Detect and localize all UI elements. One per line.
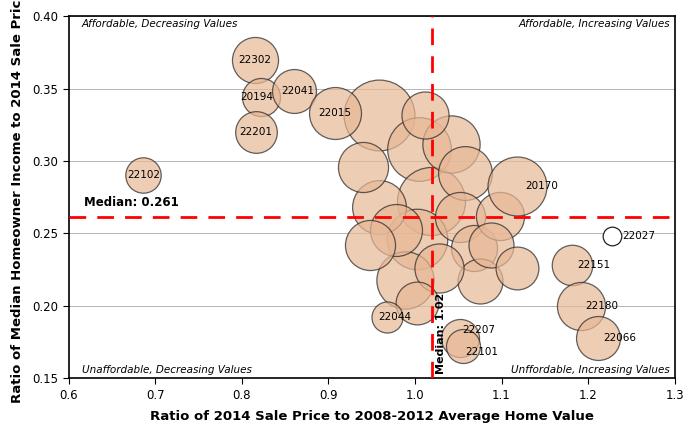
Text: 22102: 22102 [126,171,160,181]
Point [250,128,261,135]
Text: 22066: 22066 [603,332,636,342]
Point [411,236,423,243]
Text: 20170: 20170 [525,181,559,191]
Point [255,94,266,101]
Point [414,146,425,153]
Point [567,262,578,269]
Point [364,241,375,248]
Point [445,140,457,147]
Point [607,233,618,240]
Point [399,276,410,283]
X-axis label: Ratio of 2014 Sale Price to 2008-2012 Average Home Value: Ratio of 2014 Sale Price to 2008-2012 Av… [150,410,594,423]
Point [457,343,468,350]
Text: 22302: 22302 [238,55,272,65]
Point [593,334,604,341]
Point [512,182,523,189]
Text: 22041: 22041 [281,86,315,96]
Y-axis label: Ratio of Median Homeowner Income to 2014 Sale Price: Ratio of Median Homeowner Income to 2014… [11,0,24,403]
Point [468,244,480,251]
Text: 20194: 20194 [240,92,273,102]
Text: 22027: 22027 [623,231,655,241]
Text: 22201: 22201 [239,127,272,137]
Text: Unaffordable, Decreasing Values: Unaffordable, Decreasing Values [82,365,252,375]
Point [411,299,423,306]
Point [455,334,466,341]
Point [494,213,505,220]
Point [434,265,445,272]
Text: 22151: 22151 [577,260,610,270]
Text: Affordable, Increasing Values: Affordable, Increasing Values [518,19,670,29]
Point [512,265,523,272]
Text: 22207: 22207 [463,326,496,335]
Text: Affordable, Decreasing Values: Affordable, Decreasing Values [82,19,238,29]
Text: 22015: 22015 [318,108,351,118]
Point [250,56,261,63]
Point [575,302,587,309]
Point [420,111,431,118]
Text: 22044: 22044 [379,312,411,322]
Point [459,169,471,176]
Point [391,227,402,234]
Point [382,314,393,321]
Point [474,278,485,285]
Point [373,204,384,211]
Point [329,110,340,117]
Point [486,241,497,248]
Point [138,172,149,179]
Point [373,111,384,118]
Text: Median: 0.261: Median: 0.261 [84,196,179,209]
Point [357,163,368,170]
Point [455,214,466,221]
Text: 22180: 22180 [585,301,619,311]
Text: Median: 1.02: Median: 1.02 [436,293,445,374]
Text: Unffordable, Increasing Values: Unffordable, Increasing Values [512,365,670,375]
Text: 22101: 22101 [465,347,498,357]
Point [425,198,436,205]
Point [288,88,300,95]
